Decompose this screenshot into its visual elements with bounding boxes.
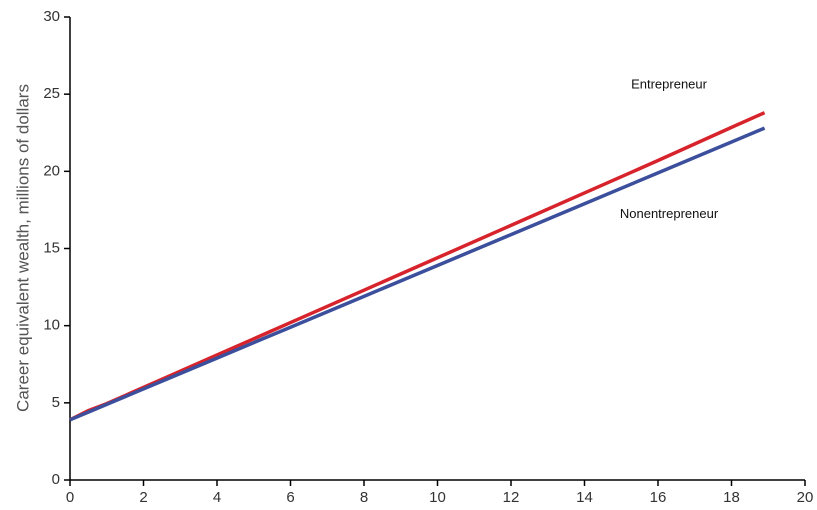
x-tick-label: 16 <box>650 489 667 506</box>
series-label: Nonentrepreneur <box>620 206 719 221</box>
x-tick-label: 4 <box>213 489 221 506</box>
series-line <box>69 126 766 422</box>
y-tick-label: 10 <box>43 317 60 334</box>
x-tick-label: 12 <box>503 489 520 506</box>
y-tick-label: 15 <box>43 239 60 256</box>
x-tick-label: 14 <box>576 489 593 506</box>
series-line <box>69 111 766 422</box>
x-tick-label: 20 <box>797 489 814 506</box>
x-tick-label: 10 <box>429 489 446 506</box>
y-tick-label: 25 <box>43 85 60 102</box>
x-tick-label: 6 <box>286 489 294 506</box>
y-tick-label: 5 <box>52 394 60 411</box>
x-tick-label: 0 <box>66 489 74 506</box>
x-tick-label: 18 <box>723 489 740 506</box>
series-label: Entrepreneur <box>631 76 708 91</box>
y-tick-label: 30 <box>43 8 60 25</box>
y-tick-label: 0 <box>52 471 60 488</box>
x-tick-label: 2 <box>139 489 147 506</box>
x-tick-label: 8 <box>360 489 368 506</box>
y-tick-label: 20 <box>43 162 60 179</box>
y-axis-label: Career equivalent wealth, millions of do… <box>13 84 32 412</box>
